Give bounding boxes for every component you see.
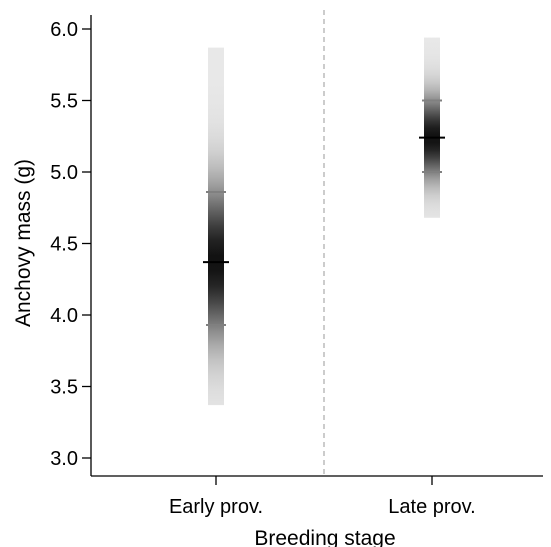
axes: 3.0 3.5 4.0 4.5 5.0 5.5 6.0 Early prov. Late pro…: [50, 15, 543, 518]
y-tick-label: 5.5: [50, 91, 78, 113]
y-tick-label: 3.5: [50, 377, 78, 399]
y-tick-label: 6.0: [50, 19, 78, 41]
x-tick-label: Late prov.: [388, 496, 475, 518]
distribution-bar: [424, 37, 440, 218]
y-tick-label: 5.0: [50, 162, 78, 184]
y-tick-label: 4.5: [50, 234, 78, 256]
x-axis-title: Breeding stage: [254, 527, 395, 547]
distribution-bar: [208, 47, 224, 406]
plot-area: [203, 10, 445, 476]
y-axis-title: Anchovy mass (g): [12, 159, 35, 327]
y-tick-label: 3.0: [50, 448, 78, 470]
x-tick-label: Early prov.: [169, 496, 263, 518]
y-tick-label: 4.0: [50, 305, 78, 327]
